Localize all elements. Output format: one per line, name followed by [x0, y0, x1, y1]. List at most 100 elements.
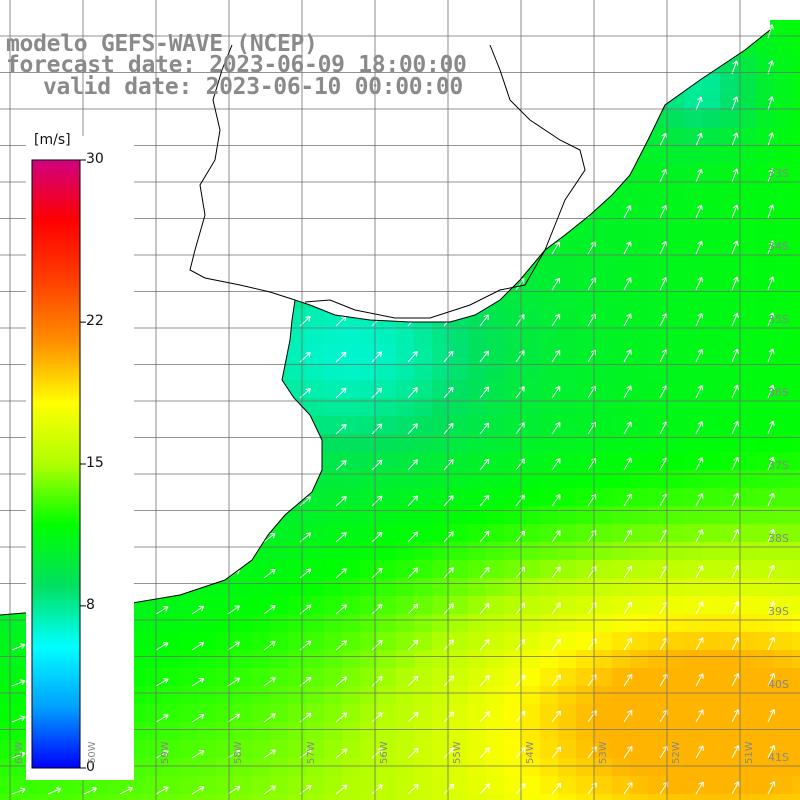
field-cell: [792, 344, 800, 363]
field-cell: [450, 686, 469, 705]
field-cell: [216, 596, 235, 615]
field-cell: [558, 362, 577, 381]
field-cell: [522, 614, 541, 633]
wind-arrow: [767, 60, 775, 75]
field-cell: [702, 146, 721, 165]
wind-arrow: [659, 168, 668, 183]
field-cell: [738, 200, 757, 219]
field-cell: [396, 542, 415, 561]
field-cell: [360, 578, 379, 597]
field-cell: [270, 794, 289, 800]
field-cell: [234, 722, 253, 741]
field-cell: [612, 524, 631, 543]
field-cell: [774, 38, 793, 57]
field-cell: [684, 146, 703, 165]
field-cell: [216, 794, 235, 800]
field-cell: [324, 524, 343, 543]
wind-arrow: [443, 314, 454, 327]
field-cell: [144, 758, 163, 777]
field-cell: [558, 686, 577, 705]
wind-arrow: [515, 422, 525, 435]
field-cell: [666, 146, 685, 165]
field-cell: [666, 650, 685, 669]
longitude-label: 53W: [598, 741, 609, 764]
field-cell: [0, 794, 19, 800]
field-cell: [684, 362, 703, 381]
wind-arrow: [731, 673, 740, 687]
field-cell: [504, 596, 523, 615]
field-cell: [774, 254, 793, 273]
field-cell: [774, 488, 793, 507]
field-cell: [144, 632, 163, 651]
wind-arrow: [695, 204, 703, 219]
field-cell: [432, 722, 451, 741]
field-cell: [702, 380, 721, 399]
valid-date: valid date: 2023-06-10 00:00:00: [43, 74, 463, 100]
field-cell: [306, 380, 325, 399]
field-cell: [756, 434, 775, 453]
field-cell: [612, 434, 631, 453]
field-cell: [198, 776, 217, 795]
field-cell: [162, 632, 181, 651]
field-cell: [504, 380, 523, 399]
wind-arrow: [335, 604, 348, 615]
field-cell: [396, 506, 415, 525]
field-cell: [648, 506, 667, 525]
field-cell: [468, 758, 487, 777]
field-cell: [594, 218, 613, 237]
field-cell: [702, 560, 721, 579]
field-cell: [594, 560, 613, 579]
wind-arrow: [479, 422, 490, 435]
field-cell: [162, 614, 181, 633]
latitude-label: 36S: [768, 386, 789, 399]
field-cell: [792, 434, 800, 453]
field-cell: [756, 650, 775, 669]
field-cell: [612, 596, 631, 615]
wind-arrow: [551, 385, 561, 399]
field-cell: [540, 470, 559, 489]
field-cell: [558, 380, 577, 399]
field-cell: [324, 416, 343, 435]
field-cell: [360, 794, 379, 800]
field-cell: [414, 470, 433, 489]
field-cell: [378, 362, 397, 381]
field-cell: [594, 686, 613, 705]
field-cell: [738, 668, 757, 687]
field-cell: [792, 236, 800, 255]
field-cell: [432, 326, 451, 345]
field-cell: [504, 308, 523, 327]
wind-arrow: [47, 787, 62, 795]
field-cell: [486, 308, 505, 327]
field-cell: [414, 416, 433, 435]
field-cell: [684, 542, 703, 561]
wind-arrow: [767, 96, 775, 111]
field-cell: [630, 704, 649, 723]
field-cell: [468, 776, 487, 795]
field-cell: [594, 632, 613, 651]
field-cell: [378, 524, 397, 543]
field-cell: [738, 578, 757, 597]
field-cell: [414, 722, 433, 741]
wind-arrow: [767, 132, 775, 147]
field-cell: [792, 146, 800, 165]
field-cell: [684, 434, 703, 453]
field-cell: [684, 704, 703, 723]
field-cell: [774, 218, 793, 237]
field-cell: [576, 506, 595, 525]
wind-arrow: [623, 709, 633, 723]
field-cell: [792, 128, 800, 147]
field-cell: [738, 254, 757, 273]
field-cell: [486, 704, 505, 723]
field-cell: [414, 344, 433, 363]
field-cell: [594, 344, 613, 363]
field-cell: [540, 344, 559, 363]
wind-arrow: [479, 675, 490, 687]
field-cell: [666, 326, 685, 345]
field-cell: [216, 758, 235, 777]
wind-arrow: [731, 456, 740, 471]
field-cell: [666, 578, 685, 597]
field-cell: [594, 452, 613, 471]
field-cell: [558, 416, 577, 435]
wind-arrow: [515, 494, 525, 507]
field-cell: [648, 524, 667, 543]
